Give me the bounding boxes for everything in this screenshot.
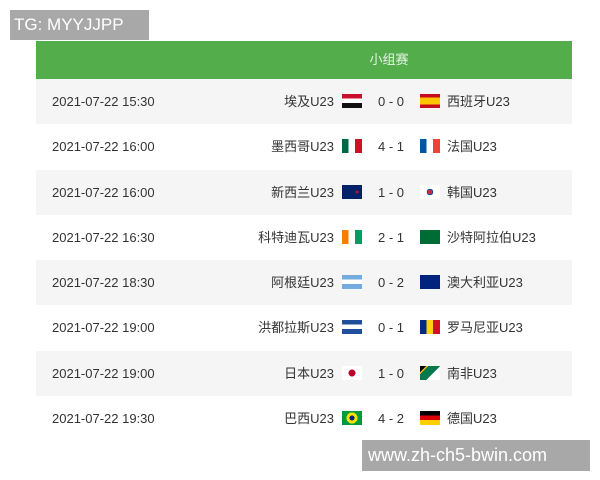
egypt-flag-icon xyxy=(342,94,362,108)
germany-flag-icon xyxy=(420,411,440,426)
watermark-top: TG: MYYJJPP xyxy=(10,10,149,40)
match-row[interactable]: 2021-07-22 18:30 阿根廷U23 0 - 2 澳大利亚U23 xyxy=(36,260,572,306)
match-list: 2021-07-22 15:30 埃及U23 0 - 0 西班牙U23 2021-… xyxy=(36,79,572,441)
honduras-flag-icon xyxy=(342,320,362,335)
match-row[interactable]: 2021-07-22 19:30 巴西U23 4 - 2 德国U23 xyxy=(36,396,572,441)
france-flag-icon xyxy=(420,139,440,154)
match-time: 2021-07-22 15:30 xyxy=(52,94,155,109)
match-score: 1 - 0 xyxy=(377,184,404,200)
match-row[interactable]: 2021-07-22 19:00 日本U23 1 - 0 南非U23 xyxy=(36,350,572,397)
match-time: 2021-07-22 16:00 xyxy=(52,139,155,155)
new-zealand-flag-icon xyxy=(342,184,362,199)
brazil-flag-icon xyxy=(342,411,362,426)
away-team: 澳大利亚U23 xyxy=(447,275,523,291)
south-korea-flag-icon xyxy=(420,184,440,199)
away-team: 德国U23 xyxy=(447,411,497,427)
saudi-arabia-flag-icon xyxy=(420,229,440,244)
home-team: 巴西U23 xyxy=(284,411,334,427)
australia-flag-icon xyxy=(420,275,440,290)
away-team: 法国U23 xyxy=(447,139,497,155)
japan-flag-icon xyxy=(342,365,362,380)
romania-flag-icon xyxy=(420,320,440,335)
home-team: 埃及U23 xyxy=(284,94,334,109)
ivory-coast-flag-icon xyxy=(342,229,362,244)
home-team: 科特迪瓦U23 xyxy=(258,229,334,245)
away-team: 南非U23 xyxy=(447,365,497,381)
match-time: 2021-07-22 19:00 xyxy=(52,320,155,336)
match-score: 0 - 2 xyxy=(377,275,404,291)
home-team: 新西兰U23 xyxy=(271,184,334,200)
match-time: 2021-07-22 16:30 xyxy=(52,229,155,245)
home-team: 阿根廷U23 xyxy=(271,275,334,291)
match-table: 小组赛 2021-07-22 15:30 埃及U23 0 - 0 西班牙U23 2… xyxy=(36,41,572,441)
away-team: 沙特阿拉伯U23 xyxy=(447,229,536,245)
match-row[interactable]: 2021-07-22 16:00 新西兰U23 1 - 0 韩国U23 xyxy=(36,169,572,215)
home-team: 洪都拉斯U23 xyxy=(258,320,334,336)
match-score: 0 - 1 xyxy=(377,320,404,336)
mexico-flag-icon xyxy=(342,139,362,154)
match-score: 4 - 1 xyxy=(377,139,404,155)
match-time: 2021-07-22 16:00 xyxy=(52,184,155,200)
match-row[interactable]: 2021-07-22 15:30 埃及U23 0 - 0 西班牙U23 xyxy=(36,79,572,125)
match-row[interactable]: 2021-07-22 16:30 科特迪瓦U23 2 - 1 沙特阿拉伯U23 xyxy=(36,215,572,260)
spain-flag-icon xyxy=(420,94,440,108)
home-team: 墨西哥U23 xyxy=(271,139,334,155)
match-score: 4 - 2 xyxy=(377,411,404,427)
south-africa-flag-icon xyxy=(420,365,440,380)
match-time: 2021-07-22 18:30 xyxy=(52,275,155,291)
match-time: 2021-07-22 19:00 xyxy=(52,365,155,381)
table-header: 小组赛 xyxy=(36,41,572,79)
match-time: 2021-07-22 19:30 xyxy=(52,411,155,427)
match-row[interactable]: 2021-07-22 19:00 洪都拉斯U23 0 - 1 罗马尼亚U23 xyxy=(36,305,572,350)
away-team: 罗马尼亚U23 xyxy=(447,320,523,336)
match-score: 2 - 1 xyxy=(377,229,404,245)
away-team: 西班牙U23 xyxy=(447,94,510,109)
match-score: 1 - 0 xyxy=(377,365,404,381)
home-team: 日本U23 xyxy=(284,365,334,381)
argentina-flag-icon xyxy=(342,275,362,290)
match-row[interactable]: 2021-07-22 16:00 墨西哥U23 4 - 1 法国U23 xyxy=(36,124,572,169)
match-score: 0 - 0 xyxy=(377,94,404,109)
away-team: 韩国U23 xyxy=(447,184,497,200)
watermark-bottom: www.zh-ch5-bwin.com xyxy=(362,440,590,471)
